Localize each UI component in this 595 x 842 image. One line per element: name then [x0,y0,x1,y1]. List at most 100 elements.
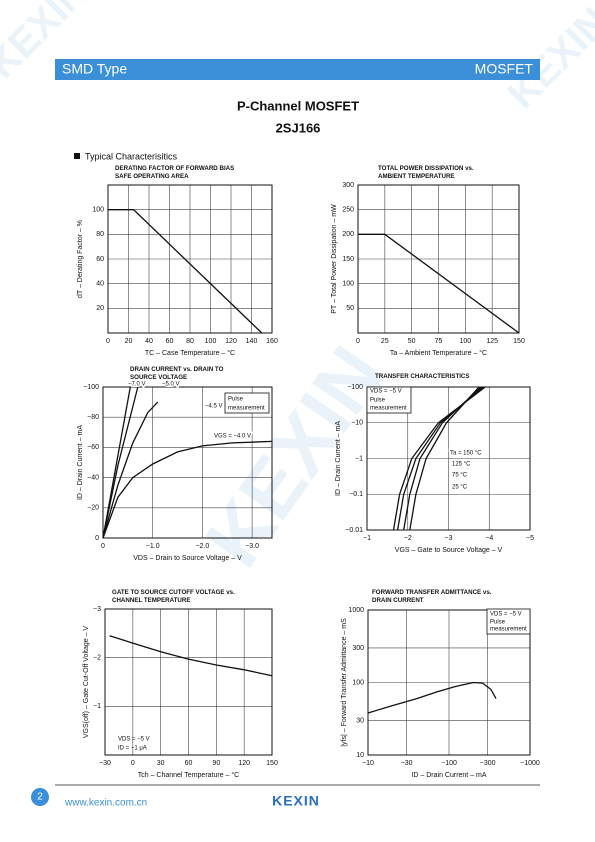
chart-title: SAFE OPERATING AREA [115,173,189,180]
section-title: Typical Characterisitics [85,151,178,161]
plot-frame [357,184,520,334]
footer-url: www.kexin.com.cn [64,798,147,809]
curve [102,386,139,539]
chart-title: SOURCE VOLTAGE [130,374,187,381]
y-tick-label: −100 [83,384,99,391]
y-tick-label: 100 [352,679,364,686]
annotation-box [366,386,412,414]
x-axis-label: Ta – Ambient Temperature – °C [390,349,487,357]
x-tick-label: 0 [106,338,110,345]
x-tick-label: 30 [157,760,165,767]
y-tick-label: 20 [96,305,104,312]
chart-title: FORWARD TRANSFER ADMITTANCE vs. [372,589,492,596]
header-bar [55,59,540,80]
curve-label: VGS = −4.0 V [214,434,251,440]
watermark: KEXIN [499,0,595,117]
chart-title: DERATING FACTOR OF FORWARD BIAS [115,165,234,172]
y-tick-label: 50 [346,305,354,312]
x-tick-label: −30 [401,760,413,767]
x-tick-label: 150 [513,338,525,345]
annotation-box [486,608,531,635]
x-axis-label: TC – Case Temperature – °C [145,349,235,357]
x-tick-label: −10 [362,760,374,767]
y-tick-label: 100 [342,281,354,288]
chart-title: DRAIN CURRENT [372,597,424,604]
x-tick-label: 50 [408,338,416,345]
x-tick-label: −4 [485,535,493,542]
y-axis-label: VGS(off) – Gate Cut-Off Voltage – V [83,626,90,739]
x-tick-label: −30 [99,760,111,767]
x-tick-label: 0 [356,338,360,345]
plot-frame [366,386,531,531]
curve [403,386,482,531]
annotation: ID = −1 μA [118,746,147,752]
x-tick-label: −300 [480,760,496,767]
y-tick-label: −1 [355,455,363,462]
y-tick-label: 100 [92,207,104,214]
x-tick-label: −1000 [520,760,540,767]
y-tick-label: 250 [342,207,354,214]
y-tick-label: 300 [342,182,354,189]
curve-label: 125 °C [452,462,471,468]
x-tick-label: −100 [441,760,457,767]
page-title: P-Channel MOSFET [237,98,359,113]
annotation: Pulse [370,398,386,404]
y-tick-label: 1000 [348,607,364,614]
curve-label: 25 °C [452,485,468,491]
x-tick-label: 40 [145,338,153,345]
curve-label: 125 °C [452,462,471,468]
y-tick-label: 80 [96,231,104,238]
curve-label: −7.0 V [128,382,146,388]
annotation: VDS = −5 V [370,389,402,395]
y-tick-label: −3 [93,606,101,613]
x-tick-label: 60 [185,760,193,767]
y-tick-label: −40 [87,474,99,481]
x-tick-label: 0 [101,543,105,550]
footer-logo: KEXIN [272,793,320,809]
annotation: Pulse [228,397,244,403]
y-tick-label: 40 [96,281,104,288]
curve-label: Ta = 150 °C [450,451,482,457]
curve [102,401,159,539]
x-axis-label: Tch – Channel Temperature – °C [138,771,240,779]
y-axis-label: ID – Drain Current – mA [77,425,84,500]
curve-label: 25 °C [452,485,468,491]
curve-label: −4.5 V [205,404,223,410]
plot-frame [102,386,273,539]
curve-label: 75 °C [452,473,468,479]
curve [102,440,273,539]
curve-label: −5.0 V [162,382,180,388]
y-tick-label: −0.01 [345,527,363,534]
x-tick-label: 150 [266,760,278,767]
x-tick-label: −1 [363,535,371,542]
annotation: Pulse [490,620,506,626]
y-axis-label: dT – Derating Factor – % [77,220,84,298]
bullet [74,153,80,159]
y-tick-label: −0.1 [349,491,363,498]
y-axis-label: |yfs| – Forward Transfer Admittance – mS [341,618,348,747]
curve [109,635,273,677]
chart-title: CHANNEL TEMPERATURE [112,597,191,604]
annotation: VDS = −5 V [490,612,522,618]
y-tick-label: 30 [356,717,364,724]
annotation: measurement [370,406,407,412]
curve-label: −7.0 V [128,382,146,388]
y-tick-label: −20 [87,505,99,512]
x-tick-label: 120 [238,760,250,767]
y-tick-label: −60 [87,444,99,451]
y-tick-label: 150 [342,256,354,263]
curve [367,681,497,714]
plot-frame [107,184,273,334]
y-tick-label: −2 [93,655,101,662]
x-tick-label: 100 [205,338,217,345]
x-tick-label: −3.0 [245,543,259,550]
y-axis-label: ID – Drain Current – mA [335,421,342,496]
x-axis-label: ID – Drain Current – mA [411,772,486,779]
x-tick-label: 100 [459,338,471,345]
y-axis-label: PT – Total Power Dissipation – mW [331,204,338,314]
y-tick-label: −1 [93,703,101,710]
x-tick-label: 140 [246,338,258,345]
chart-title: DRAIN CURRENT vs. DRAIN TO [130,366,224,373]
x-tick-label: 60 [166,338,174,345]
